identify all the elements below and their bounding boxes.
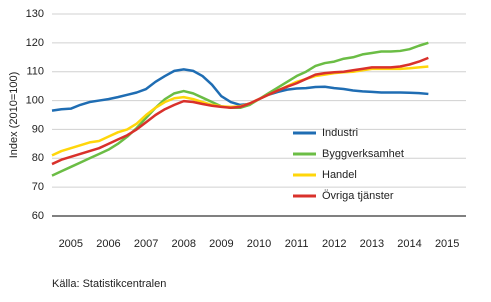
y-axis-label: Index (2010=100) [8, 72, 20, 159]
legend-label: Handel [322, 169, 357, 181]
series-line [51, 65, 429, 157]
y-tick-label: 130 [26, 8, 44, 20]
x-tick-label: 2011 [285, 238, 309, 250]
x-tick-label: 2007 [134, 238, 158, 250]
source-note: Källa: Statistikcentralen [52, 278, 166, 290]
y-tick-label: 90 [32, 123, 44, 135]
x-tick-label: 2009 [209, 238, 233, 250]
y-tick-label: 80 [32, 152, 44, 164]
x-tick-label: 2010 [247, 238, 271, 250]
x-tick-label: 2008 [171, 238, 195, 250]
series-line [51, 68, 429, 112]
x-tick-label: 2005 [59, 238, 83, 250]
x-tick-label: 2006 [96, 238, 120, 250]
x-tick-label: 2013 [360, 238, 384, 250]
y-tick-label: 120 [26, 37, 44, 49]
y-tick-label: 70 [32, 181, 44, 193]
y-tick-label: 60 [32, 210, 44, 222]
legend-label: Övriga tjänster [322, 190, 394, 202]
x-tick-label: 2015 [435, 238, 459, 250]
series-line [51, 56, 429, 166]
x-tick-label: 2012 [322, 238, 346, 250]
y-tick-label: 100 [26, 94, 44, 106]
legend-label: Industri [322, 127, 358, 139]
y-tick-label: 110 [26, 66, 44, 78]
x-tick-label: 2014 [397, 238, 421, 250]
legend-label: Byggverksamhet [322, 148, 404, 160]
